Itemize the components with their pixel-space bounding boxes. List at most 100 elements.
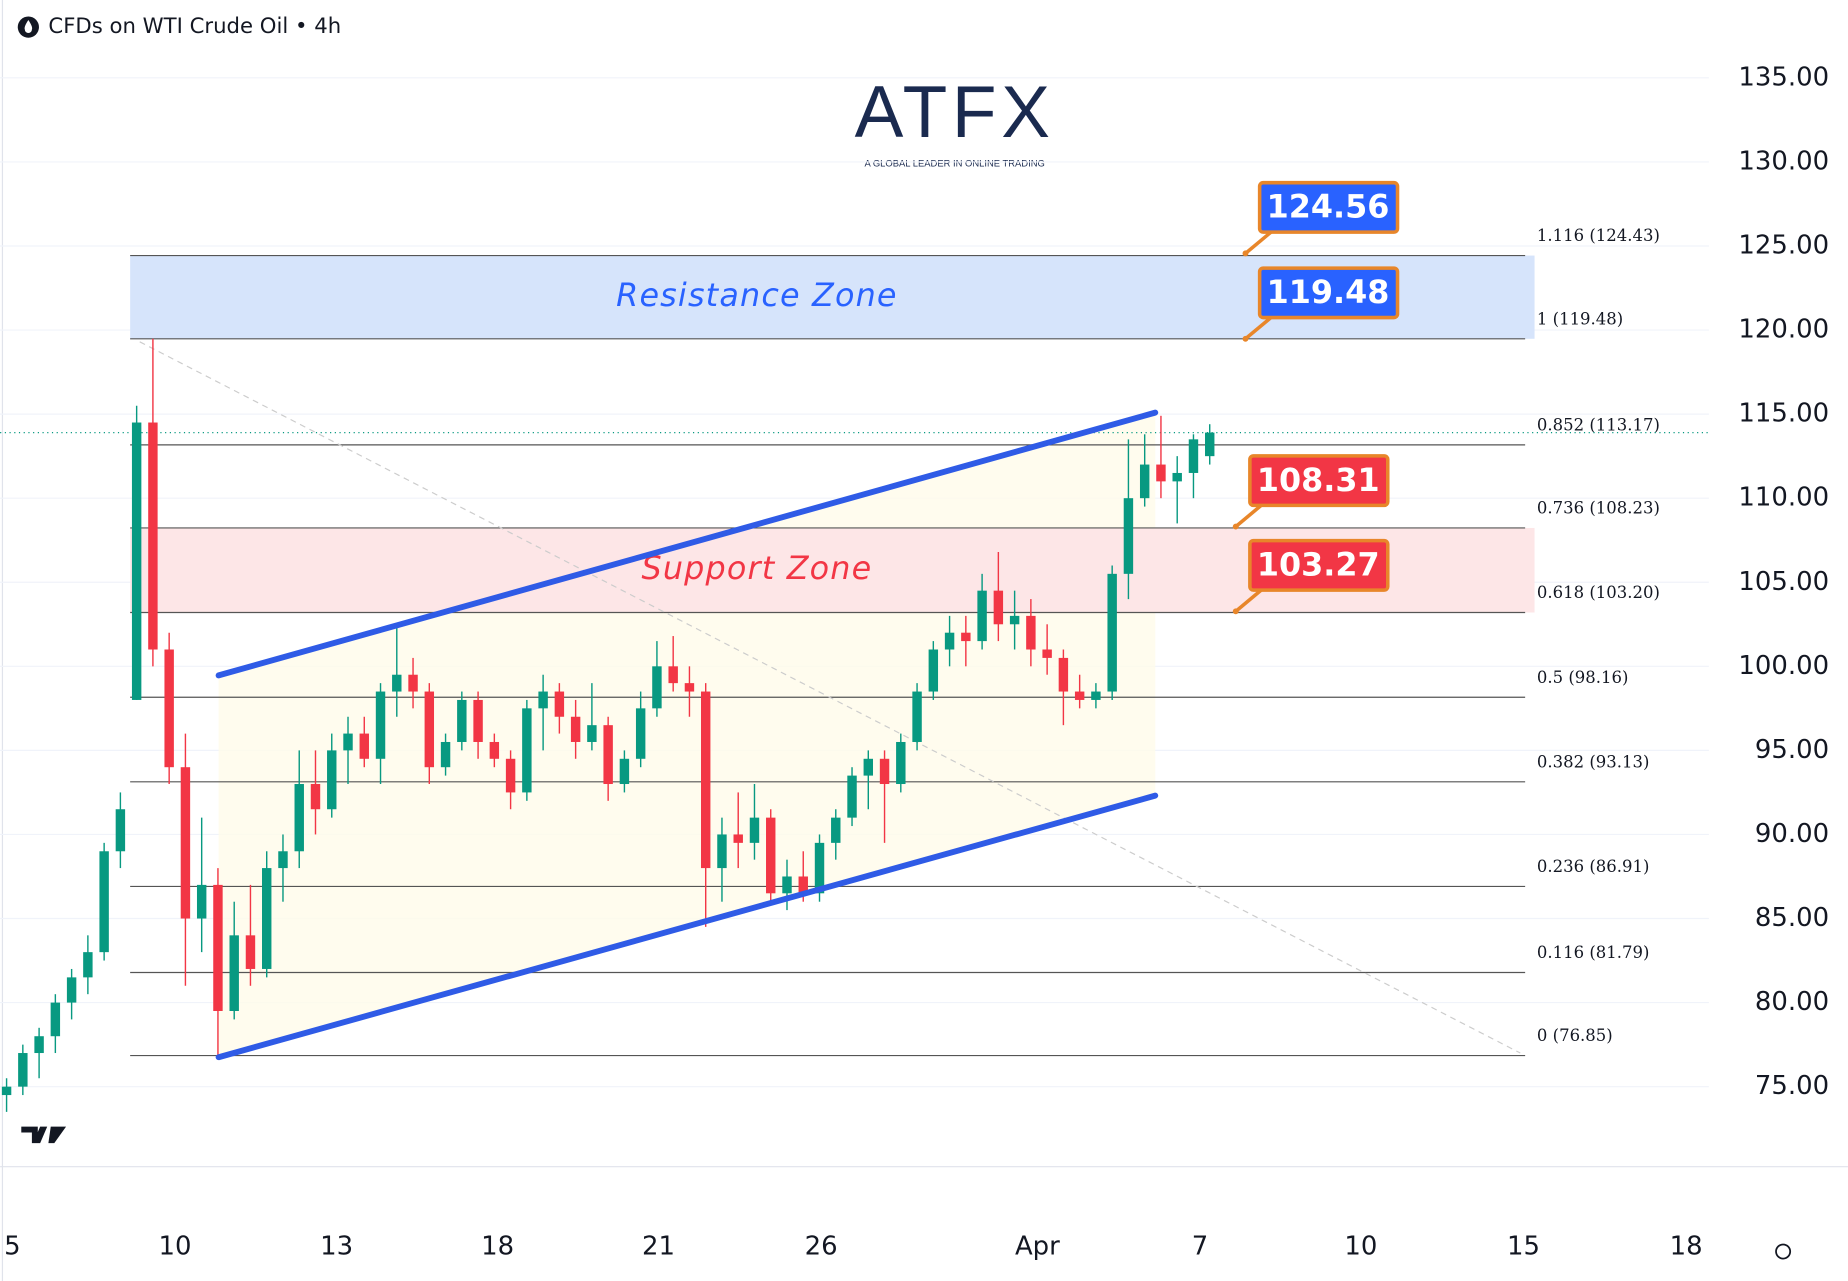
- fib-label: 0.618 (103.20): [1537, 583, 1660, 602]
- candle-body: [148, 422, 158, 650]
- y-tick-label: 125.00: [1738, 230, 1829, 260]
- candle-body: [863, 758, 874, 776]
- candle-body: [66, 977, 77, 1003]
- candle-body: [1009, 615, 1020, 625]
- callout-label: 108.31: [1257, 461, 1380, 499]
- zone-label: Support Zone: [641, 549, 872, 587]
- callout-label: 119.48: [1267, 273, 1390, 311]
- y-tick-label: 85.00: [1755, 903, 1829, 933]
- zone-label: Resistance Zone: [616, 276, 898, 314]
- callout-box: [1257, 266, 1400, 320]
- callout-box: [1248, 538, 1390, 592]
- candle-body: [1172, 472, 1182, 482]
- candle-body: [1026, 615, 1036, 650]
- candle-body: [847, 775, 857, 818]
- candle-body: [766, 817, 776, 894]
- fib-label: 1.116 (124.43): [1537, 226, 1660, 245]
- candle-body: [343, 733, 353, 751]
- candle-body: [1139, 464, 1150, 499]
- candle-body: [505, 758, 516, 793]
- y-tick-label: 80.00: [1755, 987, 1829, 1017]
- settings-icon[interactable]: [1775, 1243, 1792, 1260]
- candle-body: [424, 691, 435, 768]
- x-tick-label: 10: [159, 1231, 192, 1261]
- x-tick-label: Apr: [1015, 1231, 1060, 1261]
- logo-tagline: A GLOBAL LEADER IN ONLINE TRADING: [864, 157, 1044, 168]
- callout-box: [1257, 180, 1400, 234]
- candle-body: [1074, 691, 1085, 700]
- candle-body: [1058, 657, 1069, 692]
- candle-body: [229, 935, 239, 1011]
- candle-body: [1188, 439, 1199, 473]
- candle-body: [327, 750, 337, 810]
- y-tick-label: 95.00: [1755, 735, 1829, 765]
- fib-label: 0.736 (108.23): [1537, 499, 1660, 518]
- y-tick-label: 110.00: [1738, 483, 1829, 513]
- candle-body: [278, 851, 288, 869]
- fib-label: 0.236 (86.91): [1537, 857, 1650, 876]
- candle-body: [944, 632, 955, 650]
- diagonal-trendline: [139, 341, 1521, 1054]
- callout-anchor: [1242, 250, 1249, 257]
- candle-body: [180, 767, 191, 919]
- x-tick-label: 18: [1670, 1231, 1703, 1261]
- logo-title: ATFX: [855, 72, 1055, 153]
- candle-body: [652, 666, 662, 709]
- y-tick-label: 105.00: [1738, 567, 1829, 597]
- callout-anchor: [1242, 335, 1249, 342]
- y-tick-label: 90.00: [1755, 819, 1829, 849]
- fib-label: 0 (76.85): [1537, 1026, 1613, 1045]
- candle-body: [115, 809, 126, 852]
- tradingview-logo: [21, 1126, 67, 1144]
- candle-body: [1091, 691, 1101, 700]
- candle-body: [798, 876, 808, 894]
- candle-body: [440, 741, 451, 768]
- fib-label: 1 (119.48): [1537, 309, 1623, 328]
- candle-body: [993, 590, 1004, 625]
- candle-body: [668, 666, 678, 684]
- candle-body: [1107, 573, 1117, 692]
- candle-body: [245, 935, 256, 969]
- candle-body: [196, 884, 207, 919]
- candle-body: [961, 632, 971, 642]
- candle-body: [1205, 432, 1215, 457]
- fib-label: 0.116 (81.79): [1537, 943, 1650, 962]
- candle-body: [1123, 498, 1134, 574]
- candle-body: [603, 725, 613, 785]
- callout-label: 103.27: [1257, 546, 1380, 584]
- candle-body: [262, 868, 272, 969]
- fib-label: 0.5 (98.16): [1537, 668, 1629, 687]
- candle-body: [700, 691, 711, 869]
- x-tick-label: 15: [1507, 1231, 1540, 1261]
- oil-drop: [24, 20, 33, 33]
- candle-body: [1042, 649, 1052, 658]
- candle-body: [99, 851, 109, 953]
- candle-body: [733, 834, 743, 843]
- callout-anchor: [1232, 523, 1239, 530]
- candle-body: [977, 590, 987, 642]
- channel-line: [215, 409, 1159, 679]
- candle-body: [392, 674, 402, 692]
- x-tick-label: 13: [320, 1231, 353, 1261]
- callout-label: 124.56: [1267, 188, 1390, 226]
- candle-body: [294, 784, 304, 852]
- candle-body: [619, 758, 630, 785]
- candle-body: [749, 817, 760, 843]
- y-tick-label: 115.00: [1738, 399, 1829, 429]
- candle-body: [896, 741, 906, 785]
- x-tick-label: 18: [481, 1231, 514, 1261]
- candle-body: [473, 699, 483, 742]
- candle-body: [457, 699, 467, 742]
- x-tick-label: 21: [642, 1231, 675, 1261]
- fib-label: 0.382 (93.13): [1537, 752, 1650, 771]
- candle-body: [18, 1053, 28, 1087]
- candle-body: [570, 716, 581, 742]
- candle-body: [831, 817, 841, 843]
- channel-line: [215, 792, 1159, 1061]
- candle-body: [554, 691, 565, 717]
- candle-body: [310, 784, 321, 810]
- candle-body: [164, 649, 174, 768]
- header: CFDs on WTI Crude Oil • 4h: [48, 14, 341, 39]
- candle-body: [375, 691, 386, 759]
